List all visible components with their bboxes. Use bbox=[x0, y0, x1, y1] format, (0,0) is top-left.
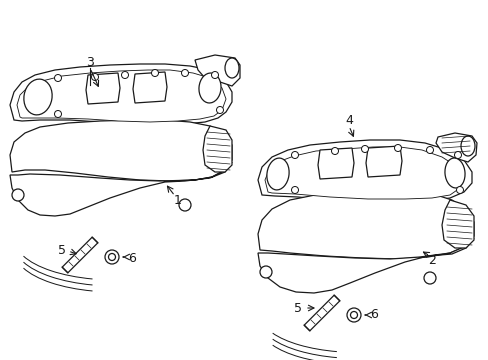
Ellipse shape bbox=[444, 158, 464, 188]
Polygon shape bbox=[203, 126, 231, 172]
Ellipse shape bbox=[426, 147, 433, 153]
Ellipse shape bbox=[181, 69, 188, 77]
Ellipse shape bbox=[394, 144, 401, 152]
Polygon shape bbox=[365, 146, 401, 177]
Ellipse shape bbox=[12, 189, 24, 201]
Ellipse shape bbox=[216, 107, 223, 113]
Ellipse shape bbox=[266, 158, 288, 190]
Ellipse shape bbox=[350, 311, 357, 319]
Polygon shape bbox=[258, 238, 473, 293]
Text: 6: 6 bbox=[128, 252, 136, 265]
Polygon shape bbox=[195, 55, 240, 86]
Ellipse shape bbox=[331, 148, 338, 154]
Ellipse shape bbox=[224, 58, 239, 78]
Ellipse shape bbox=[199, 73, 221, 103]
Polygon shape bbox=[435, 133, 476, 162]
Ellipse shape bbox=[361, 145, 368, 153]
Polygon shape bbox=[264, 147, 462, 199]
Ellipse shape bbox=[211, 72, 218, 78]
Polygon shape bbox=[62, 237, 98, 273]
Ellipse shape bbox=[105, 250, 119, 264]
Ellipse shape bbox=[423, 272, 435, 284]
Ellipse shape bbox=[453, 152, 461, 158]
Ellipse shape bbox=[24, 79, 52, 115]
Polygon shape bbox=[10, 162, 231, 216]
Ellipse shape bbox=[291, 186, 298, 194]
Text: 3: 3 bbox=[86, 55, 94, 68]
Text: 2: 2 bbox=[427, 253, 435, 266]
Ellipse shape bbox=[121, 72, 128, 78]
Text: 5: 5 bbox=[293, 302, 302, 315]
Ellipse shape bbox=[346, 308, 360, 322]
Text: 6: 6 bbox=[369, 309, 377, 321]
Text: 5: 5 bbox=[58, 243, 66, 256]
Polygon shape bbox=[10, 120, 231, 181]
Ellipse shape bbox=[179, 199, 191, 211]
Text: 1: 1 bbox=[174, 194, 182, 207]
Ellipse shape bbox=[108, 253, 115, 261]
Polygon shape bbox=[17, 70, 225, 122]
Polygon shape bbox=[317, 148, 353, 179]
Polygon shape bbox=[441, 200, 473, 248]
Polygon shape bbox=[258, 140, 471, 202]
Ellipse shape bbox=[456, 186, 463, 194]
Ellipse shape bbox=[91, 73, 98, 81]
Polygon shape bbox=[304, 295, 339, 331]
Polygon shape bbox=[10, 64, 231, 125]
Ellipse shape bbox=[260, 266, 271, 278]
Ellipse shape bbox=[291, 152, 298, 158]
Text: 4: 4 bbox=[345, 113, 352, 126]
Polygon shape bbox=[133, 72, 167, 103]
Polygon shape bbox=[258, 190, 473, 259]
Ellipse shape bbox=[151, 69, 158, 77]
Ellipse shape bbox=[460, 136, 474, 156]
Polygon shape bbox=[86, 73, 120, 104]
Ellipse shape bbox=[54, 75, 61, 81]
Ellipse shape bbox=[54, 111, 61, 117]
